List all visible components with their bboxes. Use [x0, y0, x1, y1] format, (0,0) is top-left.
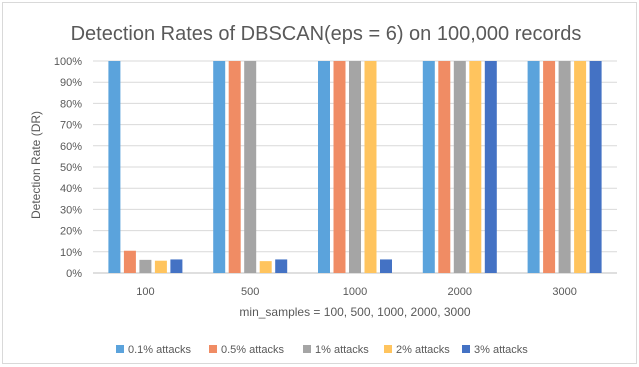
legend-swatch	[384, 345, 392, 353]
y-tick-label: 10%	[60, 247, 82, 259]
y-tick-label: 50%	[60, 162, 82, 174]
bar	[484, 61, 497, 273]
bar	[275, 259, 288, 273]
legend-label: 1% attacks	[315, 344, 369, 356]
bar	[228, 61, 241, 273]
bar	[438, 61, 451, 273]
x-tick-labels: 100 500 1000 2000 3000	[136, 286, 577, 298]
y-axis-label: Detection Rate (DR)	[29, 111, 43, 219]
y-tick-label: 30%	[60, 204, 82, 216]
bar	[333, 61, 346, 273]
y-tick-label: 90%	[60, 77, 82, 89]
bar	[380, 259, 392, 273]
bar	[108, 61, 121, 273]
bar	[574, 61, 587, 273]
legend-label: 2% attacks	[396, 344, 450, 356]
x-tick-label: 500	[241, 286, 259, 298]
bar	[244, 61, 257, 273]
x-tick-label: 2000	[448, 286, 472, 298]
bar	[259, 261, 272, 273]
legend-label: 0.1% attacks	[128, 344, 191, 356]
x-tick-label: 100	[136, 286, 154, 298]
legend-swatch	[209, 345, 217, 353]
bar	[123, 250, 136, 273]
bar	[453, 61, 466, 273]
bar	[318, 61, 330, 273]
y-tick-label: 100%	[54, 56, 82, 68]
chart-title: Detection Rates of DBSCAN(eps = 6) on 10…	[71, 23, 582, 45]
bar	[469, 61, 482, 273]
y-tick-label: 40%	[60, 183, 82, 195]
bar	[139, 259, 152, 273]
bar	[170, 259, 183, 273]
y-tick-label: 60%	[60, 141, 82, 153]
x-tick-label: 1000	[343, 286, 367, 298]
y-tick-label: 20%	[60, 226, 82, 238]
legend-swatch	[116, 345, 124, 353]
legend-swatch	[303, 345, 311, 353]
legend-swatch	[462, 345, 470, 353]
y-tick-label: 80%	[60, 98, 82, 110]
bar	[543, 61, 556, 273]
bar	[589, 61, 602, 273]
y-tick-label: 0%	[66, 268, 82, 280]
bar	[154, 260, 167, 273]
bar	[527, 61, 540, 273]
y-tick-label: 70%	[60, 120, 82, 132]
bar	[422, 61, 435, 273]
bar	[213, 61, 226, 273]
bars	[108, 61, 602, 273]
x-axis-label: min_samples = 100, 500, 1000, 2000, 3000	[239, 305, 470, 319]
legend-label: 3% attacks	[474, 344, 528, 356]
legend-label: 0.5% attacks	[221, 344, 284, 356]
bar	[364, 61, 377, 273]
legend: 0.1% attacks 0.5% attacks 1% attacks 2% att…	[116, 344, 528, 356]
x-tick-label: 3000	[552, 286, 576, 298]
bar	[558, 61, 571, 273]
y-tick-labels: 0% 10% 20% 30% 40% 50% 60% 70% 80% 90% 100%	[54, 56, 82, 280]
bar	[349, 61, 361, 273]
